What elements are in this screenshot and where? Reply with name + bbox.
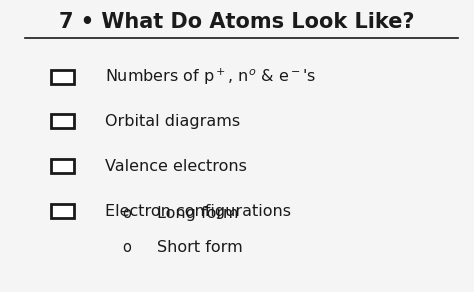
Text: Numbers of p$^+$, n$^o$ & e$^-$'s: Numbers of p$^+$, n$^o$ & e$^-$'s	[105, 67, 316, 87]
Text: Long form: Long form	[157, 206, 238, 221]
Text: Electron configurations: Electron configurations	[105, 204, 291, 219]
FancyBboxPatch shape	[51, 114, 74, 128]
FancyBboxPatch shape	[51, 159, 74, 173]
FancyBboxPatch shape	[51, 204, 74, 218]
FancyBboxPatch shape	[51, 70, 74, 84]
Text: 7 • What Do Atoms Look Like?: 7 • What Do Atoms Look Like?	[59, 12, 415, 32]
Text: Short form: Short form	[157, 240, 243, 255]
Text: Orbital diagrams: Orbital diagrams	[105, 114, 240, 129]
Text: o: o	[122, 240, 131, 255]
Text: Valence electrons: Valence electrons	[105, 159, 247, 174]
Text: o: o	[122, 206, 131, 221]
